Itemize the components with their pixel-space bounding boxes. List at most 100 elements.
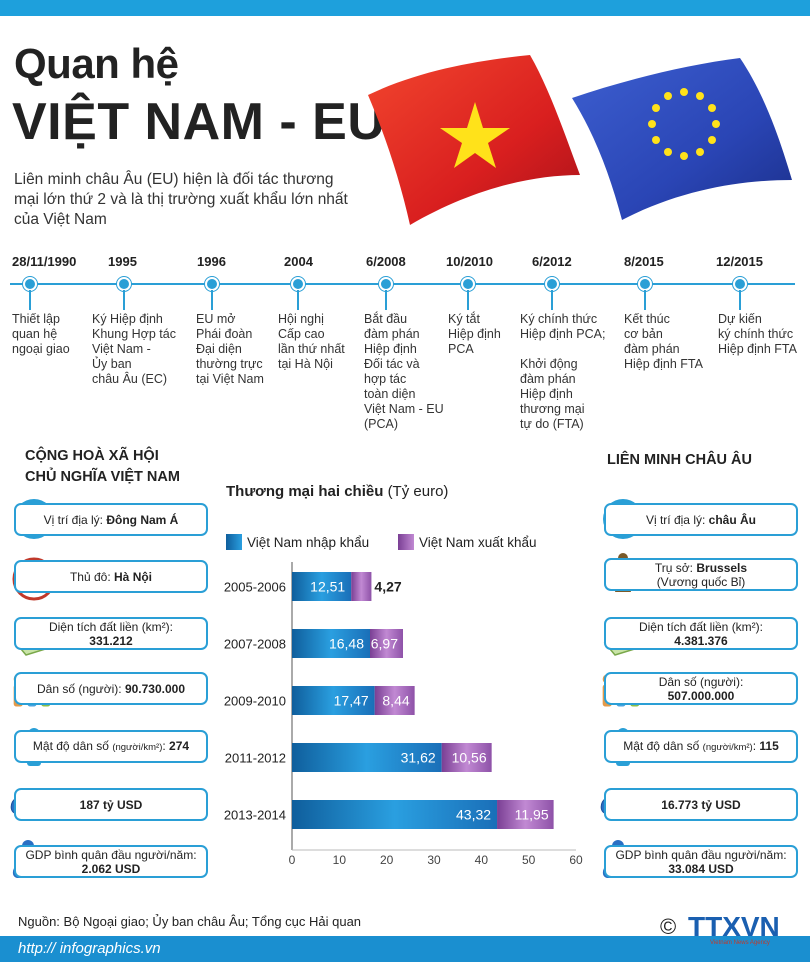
timeline-date: 1995 — [108, 254, 137, 269]
timeline-stem — [211, 290, 213, 310]
timeline-dot — [545, 277, 559, 291]
timeline-date: 6/2008 — [366, 254, 406, 269]
trade-bar-chart: 2005-2006 12,51 4,27 2007-2008 16,48 6,97 2009… — [224, 562, 583, 867]
timeline-event-text: Ký Hiệp định Khung Hợp tác Việt Nam - Ủy… — [92, 312, 176, 386]
timeline-event-text: Bắt đầu đàm phán Hiệp định Đối tác và hợ… — [364, 312, 444, 431]
x-tick-label: 0 — [289, 853, 296, 867]
bar-export — [497, 800, 554, 829]
timeline-date: 8/2015 — [624, 254, 664, 269]
legend-item-import: Việt Nam nhập khẩu — [226, 534, 369, 550]
timeline-date: 12/2015 — [716, 254, 763, 269]
timeline-stem — [739, 290, 741, 310]
x-tick-label: 50 — [522, 853, 536, 867]
bar-import — [292, 572, 352, 601]
bar-export — [370, 629, 403, 658]
data-label-export: 6,97 — [371, 636, 398, 652]
vn-capital-card: Thủ đô: Hà Nội — [14, 560, 208, 593]
eu-panel-title: LIÊN MINH CHÂU ÂU — [607, 452, 752, 468]
bottom-bar — [0, 936, 810, 962]
flags-illustration — [368, 55, 792, 225]
timeline-dot — [117, 277, 131, 291]
data-label-import: 16,48 — [329, 636, 364, 652]
timeline-stem — [551, 290, 553, 310]
data-label-export: 8,44 — [382, 693, 409, 709]
vn-gdp-per-capita-card: GDP bình quân đầu người/năm: 2.062 USD — [14, 845, 208, 878]
bar-export — [374, 686, 415, 715]
data-label-export: 10,56 — [452, 750, 487, 766]
timeline-date: 10/2010 — [446, 254, 493, 269]
x-tick-label: 20 — [380, 853, 394, 867]
x-tick-label: 10 — [333, 853, 347, 867]
timeline-event-text: Ký tắt Hiệp định PCA — [448, 312, 501, 356]
timeline-event-text: Thiết lập quan hệ ngoại giao — [12, 312, 70, 356]
timeline-dot — [461, 277, 475, 291]
vn-gdp-card: 187 tỷ USD — [14, 788, 208, 821]
category-label: 2013-2014 — [224, 808, 286, 823]
timeline-dot — [291, 277, 305, 291]
timeline-dot — [733, 277, 747, 291]
x-tick-label: 60 — [569, 853, 583, 867]
category-label: 2011-2012 — [225, 751, 286, 766]
timeline-dot — [205, 277, 219, 291]
timeline-event-text: EU mở Phái đoàn Đại diện thường trực tại… — [196, 312, 264, 386]
bar-import — [292, 800, 498, 829]
eu-flag-stars — [648, 88, 720, 160]
vn-population-card: Dân số (người): 90.730.000 — [14, 672, 208, 705]
category-label: 2007-2008 — [224, 637, 286, 652]
eu-density-card: Mật độ dân số (người/km²): 115 — [604, 730, 798, 763]
eu-hq-card: Trụ sở: Brussels (Vương quốc Bỉ) — [604, 558, 798, 591]
data-label-export: 4,27 — [374, 579, 401, 595]
vn-location-card: Vị trí địa lý: Đông Nam Á — [14, 503, 208, 536]
bar-export — [441, 743, 492, 772]
bar-import — [292, 743, 442, 772]
x-tick-label: 40 — [475, 853, 489, 867]
category-label: 2009-2010 — [224, 694, 286, 709]
timeline-stem — [644, 290, 646, 310]
data-label-import: 12,51 — [310, 579, 345, 595]
data-label-import: 17,47 — [334, 693, 369, 709]
timeline-axis — [10, 283, 795, 285]
timeline-stem — [467, 290, 469, 310]
eu-location-card: Vị trí địa lý: châu Âu — [604, 503, 798, 536]
data-label-import: 43,32 — [456, 807, 491, 823]
vietnam-panel-title: CỘNG HOÀ XÃ HỘI CHỦ NGHĨA VIỆT NAM — [25, 448, 180, 485]
svg-text:©: © — [660, 914, 676, 939]
eu-gdp-per-capita-card: GDP bình quân đầu người/năm: 33.084 USD — [604, 845, 798, 878]
timeline: 28/11/1990 Thiết lập quan hệ ngoại giao 19… — [0, 250, 810, 440]
timeline-dot — [638, 277, 652, 291]
legend-swatch-import — [226, 534, 242, 550]
timeline-stem — [29, 290, 31, 310]
ttxvn-logo: © TTXVN Vietnam News Agency — [660, 911, 780, 946]
x-tick-label: 30 — [427, 853, 441, 867]
page-title-line1: Quan hệ — [14, 40, 179, 87]
page-title-line2: VIỆT NAM - EU — [12, 93, 386, 151]
eu-gdp-card: 16.773 tỷ USD — [604, 788, 798, 821]
site-url[interactable]: http:// infographics.vn — [18, 940, 161, 957]
source-text: Nguồn: Bộ Ngoại giao; Ủy ban châu Âu; Tổ… — [18, 914, 362, 929]
timeline-event-text: Hội nghị Cấp cao lần thứ nhất tại Hà Nội — [278, 312, 345, 371]
bar-export — [351, 572, 372, 601]
svg-text:Vietnam News Agency: Vietnam News Agency — [710, 940, 770, 946]
vn-density-card: Mật độ dân số (người/km²): 274 — [14, 730, 208, 763]
timeline-date: 28/11/1990 — [12, 254, 77, 269]
timeline-dot — [23, 277, 37, 291]
data-label-export: 11,95 — [515, 807, 549, 823]
timeline-date: 1996 — [197, 254, 226, 269]
timeline-stem — [123, 290, 125, 310]
vietnam-flag — [368, 55, 580, 225]
category-label: 2005-2006 — [224, 580, 286, 595]
svg-text:TTXVN: TTXVN — [688, 911, 780, 942]
timeline-event-text: Kết thúc cơ bản đàm phán Hiệp định FTA — [624, 312, 703, 371]
vn-area-card: Diện tích đất liền (km²): 331.212 — [14, 617, 208, 650]
legend-item-export: Việt Nam xuất khẩu — [398, 534, 537, 550]
timeline-stem — [385, 290, 387, 310]
bar-import — [292, 686, 375, 715]
timeline-date: 6/2012 — [532, 254, 572, 269]
timeline-event-text: Dự kiến ký chính thức Hiệp định FTA — [718, 312, 797, 356]
chart-title: Thương mại hai chiều (Tỷ euro) — [226, 483, 449, 500]
intro-text: Liên minh châu Âu (EU) hiện là đối tác t… — [14, 171, 348, 228]
legend-swatch-export — [398, 534, 414, 550]
timeline-dot — [379, 277, 393, 291]
timeline-event-text: Ký chính thức Hiệp định PCA; Khởi động đ… — [520, 312, 606, 431]
eu-population-card: Dân số (người): 507.000.000 — [604, 672, 798, 705]
